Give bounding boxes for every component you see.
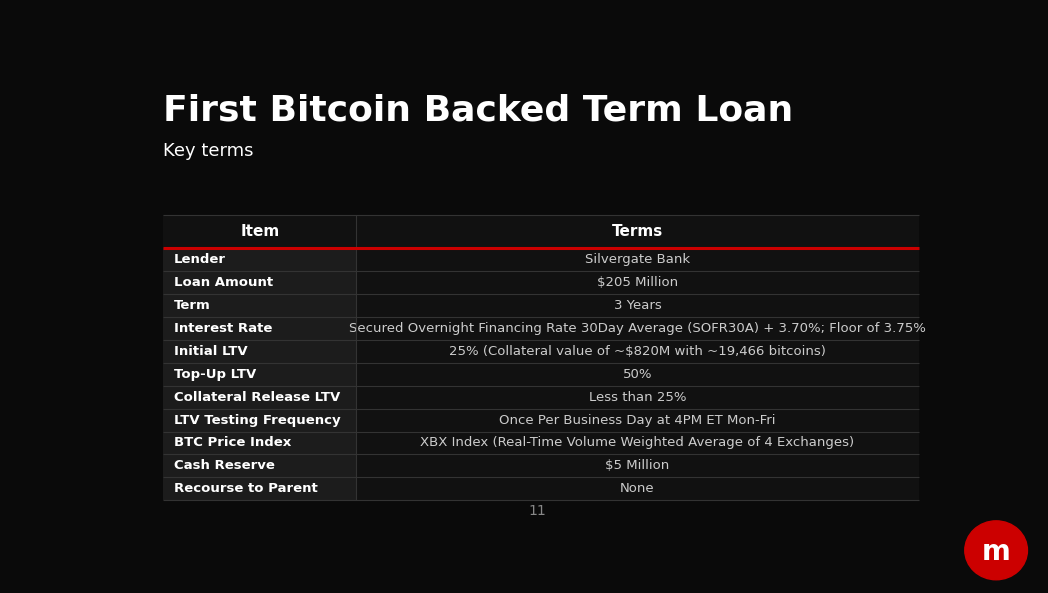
Bar — [356, 409, 919, 432]
Bar — [356, 432, 919, 454]
Bar — [163, 340, 356, 363]
Text: Less than 25%: Less than 25% — [589, 391, 686, 404]
Text: Term: Term — [174, 299, 211, 312]
Bar — [356, 317, 919, 340]
Bar — [163, 317, 356, 340]
Bar — [356, 385, 919, 409]
Bar — [163, 454, 356, 477]
Bar — [356, 271, 919, 294]
Bar — [163, 248, 356, 271]
Text: 3 Years: 3 Years — [613, 299, 661, 312]
Text: Recourse to Parent: Recourse to Parent — [174, 482, 318, 495]
Bar — [356, 294, 919, 317]
Text: m: m — [982, 538, 1010, 566]
Text: 50%: 50% — [623, 368, 652, 381]
Text: Lender: Lender — [174, 253, 226, 266]
Text: Initial LTV: Initial LTV — [174, 345, 247, 358]
Circle shape — [965, 521, 1027, 580]
Text: Once Per Business Day at 4PM ET Mon-Fri: Once Per Business Day at 4PM ET Mon-Fri — [499, 413, 776, 426]
Text: 25% (Collateral value of ~$820M with ~19,466 bitcoins): 25% (Collateral value of ~$820M with ~19… — [449, 345, 826, 358]
Text: Item: Item — [240, 224, 280, 239]
Text: Cash Reserve: Cash Reserve — [174, 460, 275, 473]
Bar — [356, 340, 919, 363]
Bar — [356, 248, 919, 271]
Text: Top-Up LTV: Top-Up LTV — [174, 368, 257, 381]
Text: XBX Index (Real-Time Volume Weighted Average of 4 Exchanges): XBX Index (Real-Time Volume Weighted Ave… — [420, 436, 854, 449]
Text: $5 Million: $5 Million — [606, 460, 670, 473]
Bar — [163, 385, 356, 409]
Text: LTV Testing Frequency: LTV Testing Frequency — [174, 413, 341, 426]
Text: Collateral Release LTV: Collateral Release LTV — [174, 391, 341, 404]
Text: Silvergate Bank: Silvergate Bank — [585, 253, 690, 266]
Bar — [163, 409, 356, 432]
Text: Terms: Terms — [612, 224, 663, 239]
Bar — [163, 363, 356, 385]
Bar — [356, 363, 919, 385]
Text: Secured Overnight Financing Rate 30Day Average (SOFR30A) + 3.70%; Floor of 3.75%: Secured Overnight Financing Rate 30Day A… — [349, 322, 925, 334]
Text: 11: 11 — [528, 503, 546, 518]
Bar — [163, 294, 356, 317]
Bar — [163, 215, 919, 248]
Text: First Bitcoin Backed Term Loan: First Bitcoin Backed Term Loan — [163, 94, 793, 128]
Bar — [163, 477, 356, 500]
Text: Interest Rate: Interest Rate — [174, 322, 272, 334]
Text: None: None — [620, 482, 655, 495]
Text: Key terms: Key terms — [163, 142, 254, 160]
Text: $205 Million: $205 Million — [597, 276, 678, 289]
Bar — [163, 432, 356, 454]
Text: BTC Price Index: BTC Price Index — [174, 436, 291, 449]
Bar — [356, 454, 919, 477]
Text: Loan Amount: Loan Amount — [174, 276, 274, 289]
Bar — [163, 271, 356, 294]
Bar — [356, 477, 919, 500]
